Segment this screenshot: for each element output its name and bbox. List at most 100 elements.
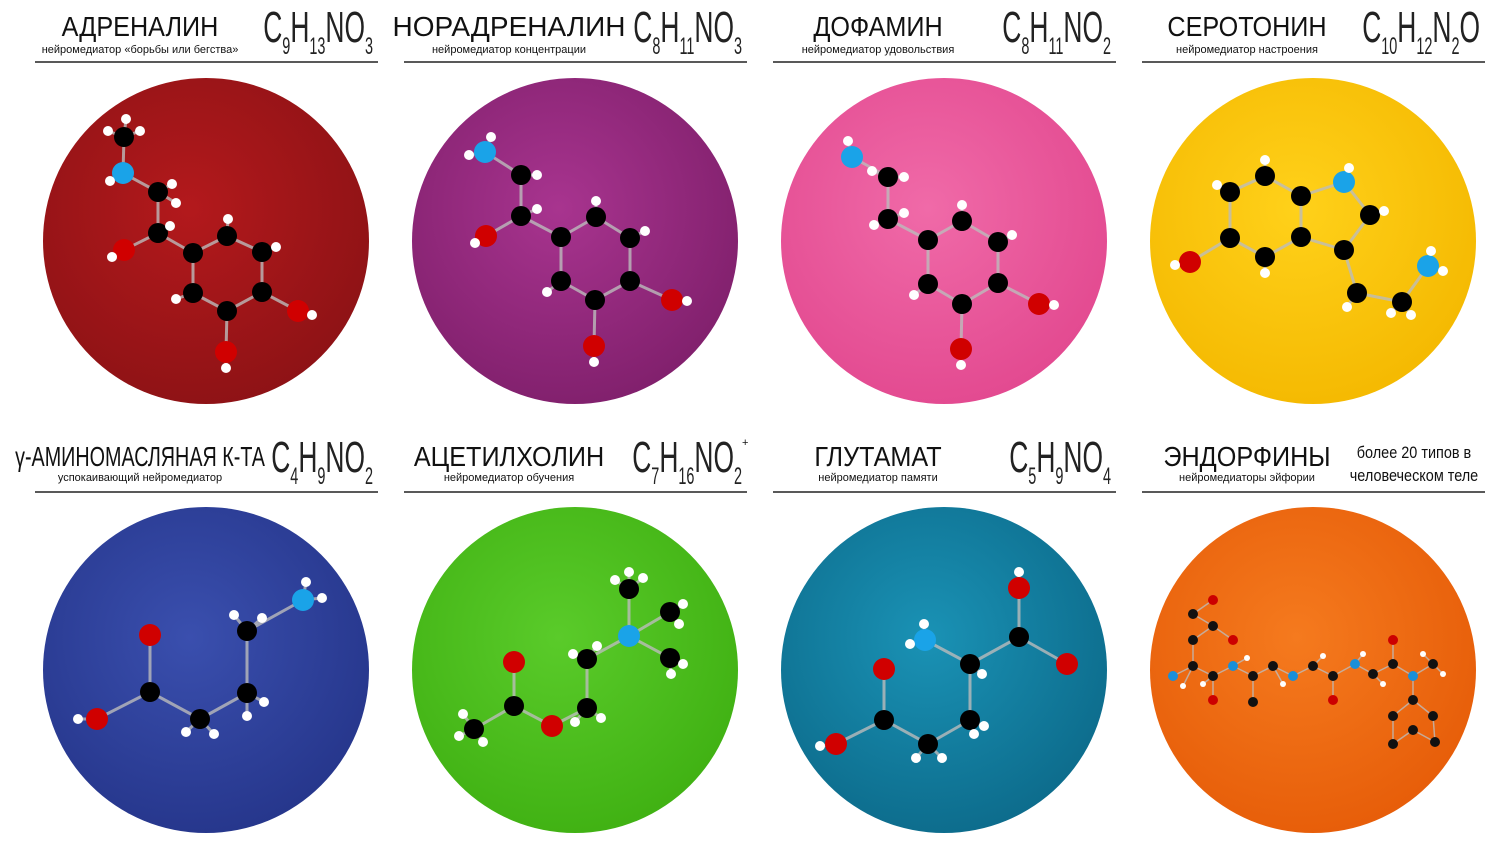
atom: [624, 567, 634, 577]
formula-count: 2: [365, 463, 373, 490]
formula-symbol: H: [660, 2, 679, 52]
atom: [183, 283, 203, 303]
panel-subtitle: нейромедиатор обучения: [444, 472, 574, 484]
atom: [899, 172, 909, 182]
atom: [242, 711, 252, 721]
molecule-disc: [43, 507, 369, 833]
formula-count: 2: [734, 463, 742, 490]
atom: [511, 165, 531, 185]
panel-title: НОРАДРЕНАЛИН: [393, 11, 626, 42]
formula: C8H11NO3: [633, 2, 742, 60]
molecule: [73, 577, 327, 739]
atom: [619, 579, 639, 599]
atom: [1208, 695, 1218, 705]
atom: [1248, 697, 1258, 707]
atom: [1268, 661, 1278, 671]
atom: [103, 126, 113, 136]
molecule-disc: [43, 78, 369, 404]
formula-count: 2: [1451, 33, 1459, 60]
atom: [1328, 671, 1338, 681]
molecule: [1170, 155, 1448, 320]
atom: [592, 641, 602, 651]
atom: [583, 335, 605, 357]
atom: [591, 196, 601, 206]
atom: [1320, 653, 1326, 659]
molecule-disc: [781, 78, 1107, 404]
formula-text: C8H11NO3: [633, 2, 742, 60]
panel-subtitle: нейромедиатор настроения: [1176, 44, 1318, 56]
atom: [287, 300, 309, 322]
atom: [1220, 228, 1240, 248]
formula-symbol: NO: [325, 2, 365, 52]
formula-symbol: H: [1036, 432, 1055, 482]
atom: [148, 223, 168, 243]
atom: [478, 737, 488, 747]
atom: [1188, 609, 1198, 619]
atom: [114, 127, 134, 147]
atom: [1248, 671, 1258, 681]
atom: [1188, 635, 1198, 645]
atom: [183, 243, 203, 263]
atom: [869, 220, 879, 230]
formula-symbol: C: [1009, 432, 1028, 482]
atom: [1430, 737, 1440, 747]
atom: [874, 710, 894, 730]
formula-symbol: H: [1029, 2, 1048, 52]
atom: [969, 729, 979, 739]
atom: [1440, 671, 1446, 677]
atom: [215, 341, 237, 363]
formula-count: 8: [652, 33, 660, 60]
atom: [1426, 246, 1436, 256]
formula: C9H13NO3: [263, 2, 373, 60]
atom: [190, 709, 210, 729]
atom: [209, 729, 219, 739]
formula-symbol: NO: [694, 432, 734, 482]
atom: [918, 230, 938, 250]
formula-text: C4H9NO2: [271, 432, 373, 490]
panel-subtitle: нейромедиаторы эйфории: [1179, 472, 1315, 484]
atom: [1388, 711, 1398, 721]
atom: [140, 682, 160, 702]
atom: [470, 238, 480, 248]
atom: [292, 589, 314, 611]
atom: [252, 242, 272, 262]
atom: [464, 719, 484, 739]
atom: [1049, 300, 1059, 310]
atom: [878, 167, 898, 187]
atom: [620, 228, 640, 248]
formula-count: 9: [282, 33, 290, 60]
molecule: [464, 132, 692, 367]
atom: [181, 727, 191, 737]
atom: [1388, 635, 1398, 645]
atom: [1334, 240, 1354, 260]
formula-text: C7H16NO2: [632, 432, 742, 490]
atom: [217, 301, 237, 321]
formula-symbol: C: [1002, 2, 1021, 52]
atom: [135, 126, 145, 136]
formula-symbol: C: [632, 432, 651, 482]
atom: [660, 602, 680, 622]
atom: [918, 734, 938, 754]
atom: [474, 141, 496, 163]
formula-count: 12: [1416, 33, 1432, 60]
atom: [1392, 292, 1412, 312]
formula-count: 11: [1048, 33, 1063, 60]
atom: [988, 273, 1008, 293]
formula-count: 16: [678, 463, 694, 490]
atom: [542, 287, 552, 297]
atom: [171, 198, 181, 208]
atom: [1014, 567, 1024, 577]
atom: [1280, 681, 1286, 687]
atom: [1328, 695, 1338, 705]
atom: [640, 226, 650, 236]
atom: [1308, 661, 1318, 671]
atom: [454, 731, 464, 741]
formula: C10H12N2O: [1362, 2, 1480, 60]
atom: [570, 717, 580, 727]
atom: [815, 741, 825, 751]
